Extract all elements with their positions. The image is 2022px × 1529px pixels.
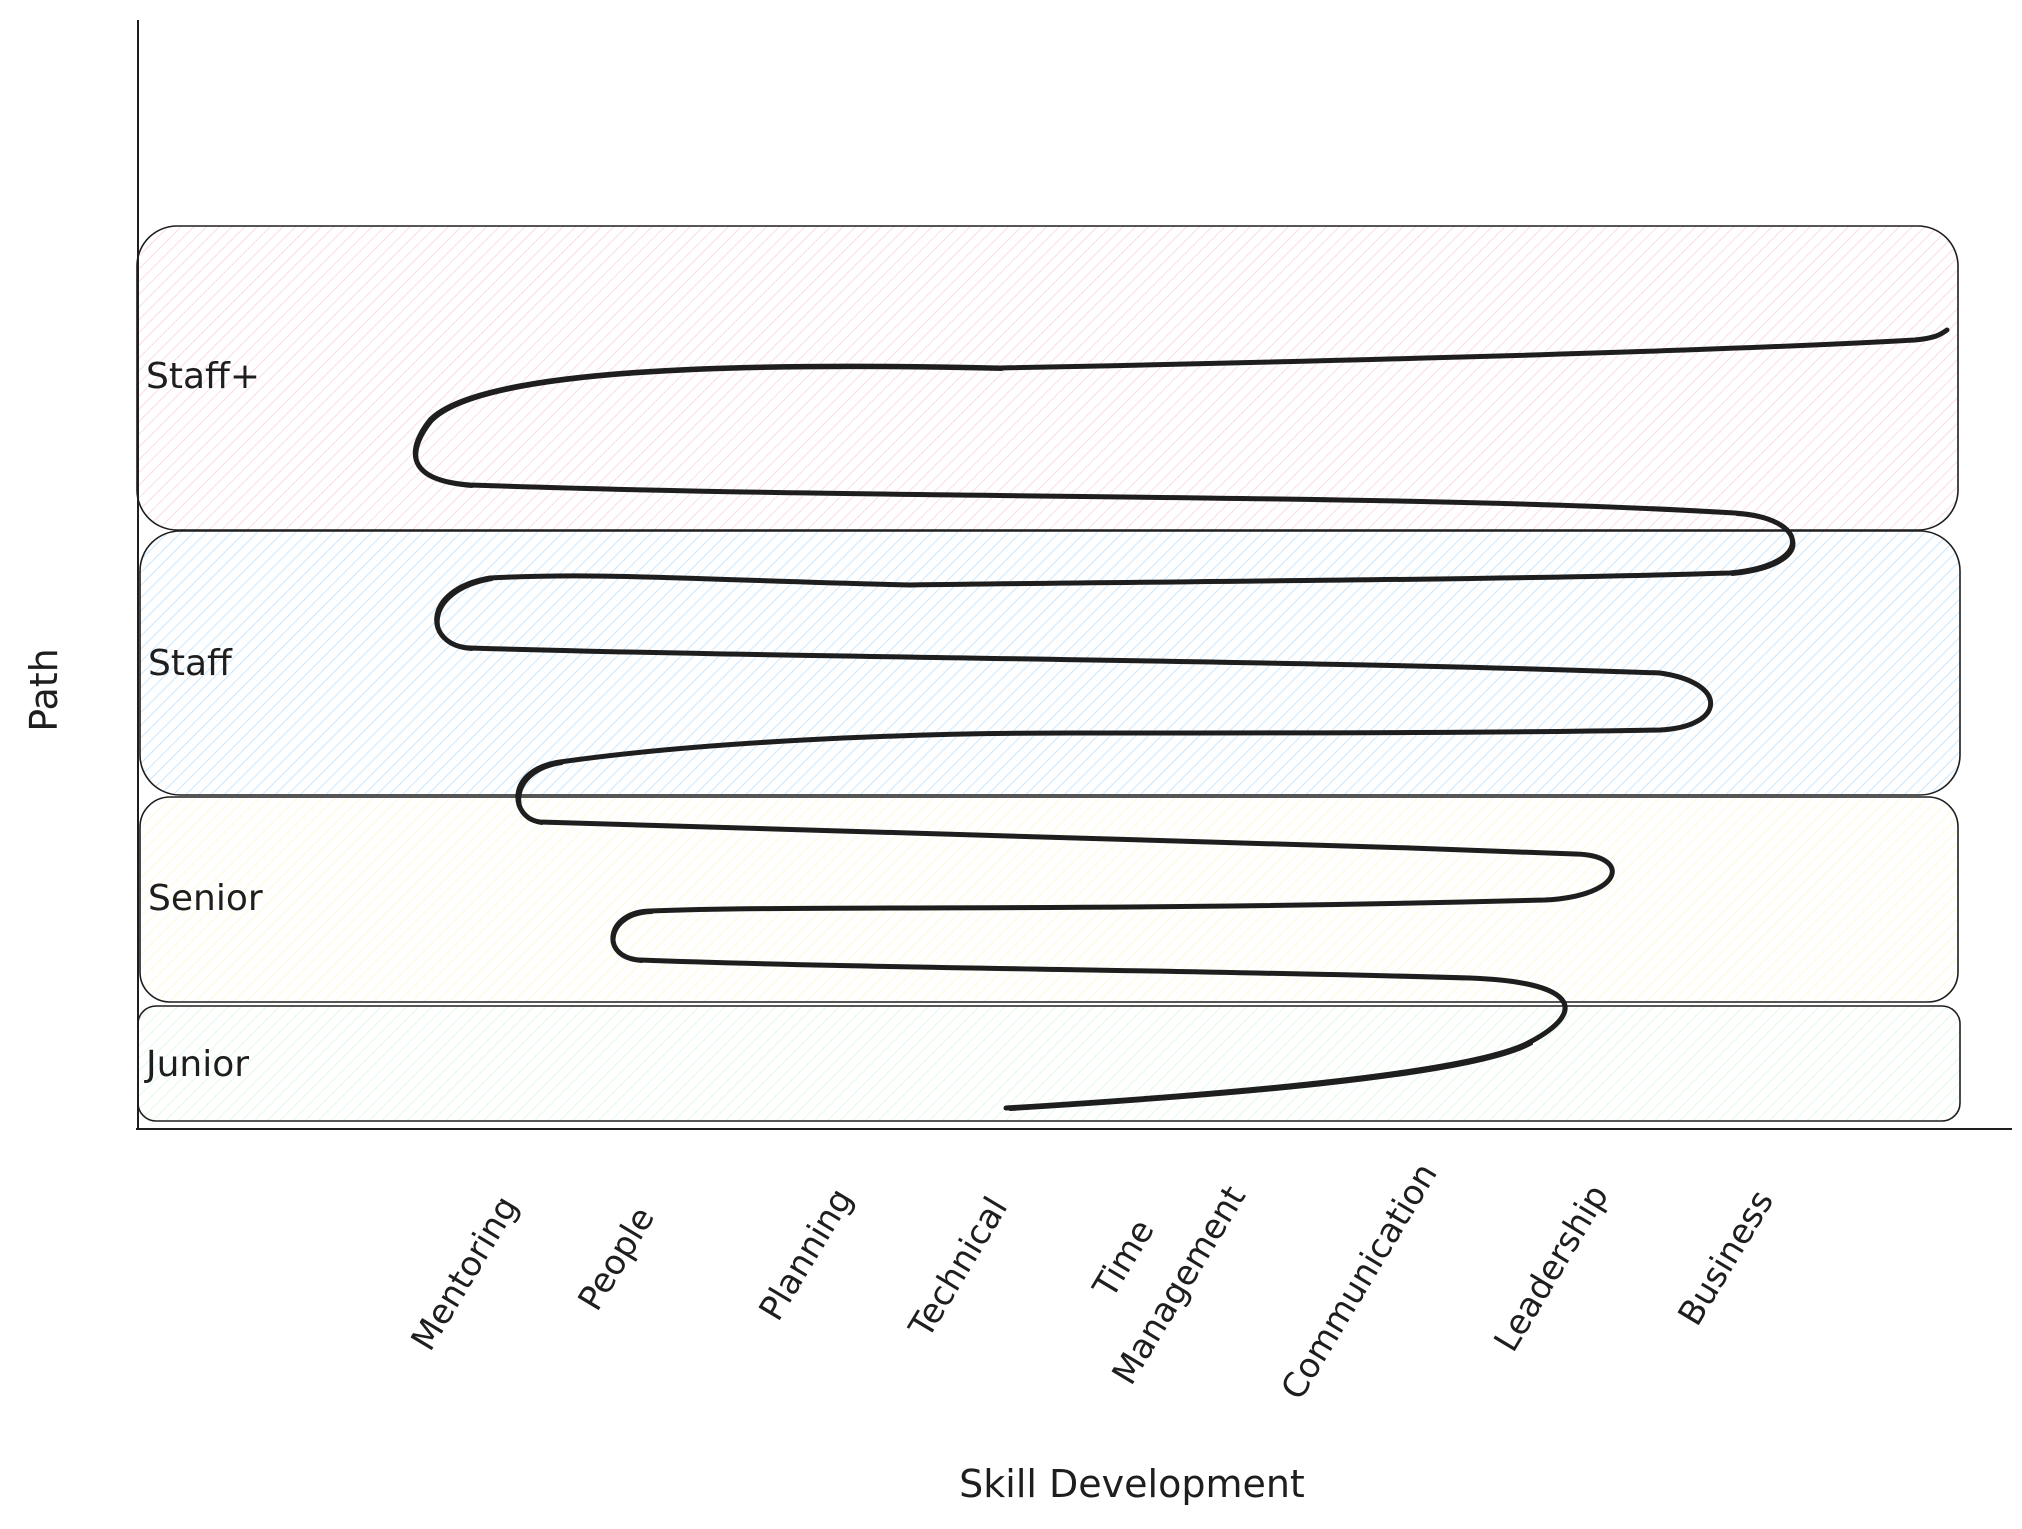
band-junior-label: Junior bbox=[144, 1044, 249, 1085]
band-junior: Junior bbox=[137, 1005, 1961, 1122]
band-staff-box bbox=[139, 530, 1961, 796]
career-path bbox=[412, 327, 1950, 1111]
career-path-line bbox=[412, 327, 1950, 1111]
skill-label-business: Business bbox=[1670, 1184, 1782, 1333]
y-axis-title: Path bbox=[22, 648, 66, 731]
band-staff-plus-box bbox=[136, 225, 1959, 531]
x-axis-title: Skill Development bbox=[959, 1462, 1305, 1506]
band-staff: Staff bbox=[139, 530, 1961, 796]
band-staff-label: Staff bbox=[148, 643, 233, 684]
skill-label-planning: Planning bbox=[751, 1181, 861, 1327]
skill-label-time: Time bbox=[1085, 1213, 1163, 1306]
skill-label-leadership: Leadership bbox=[1486, 1178, 1617, 1359]
skill-label-technical: Technical bbox=[901, 1190, 1016, 1345]
skill-label-communication: Communication bbox=[1273, 1156, 1445, 1406]
band-staff-plus-label: Staff+ bbox=[146, 356, 260, 397]
career-path-line-overstroke bbox=[416, 367, 1796, 1111]
skill-label-people: People bbox=[570, 1200, 662, 1317]
skill-label-mentoring: Mentoring bbox=[403, 1189, 526, 1357]
band-staff-plus: Staff+ bbox=[136, 225, 1959, 531]
band-senior: Senior bbox=[139, 796, 1959, 1003]
skill-labels: Mentoring People Planning Technical Time… bbox=[403, 1156, 1782, 1406]
band-senior-box bbox=[139, 796, 1959, 1003]
band-senior-label: Senior bbox=[148, 878, 263, 919]
